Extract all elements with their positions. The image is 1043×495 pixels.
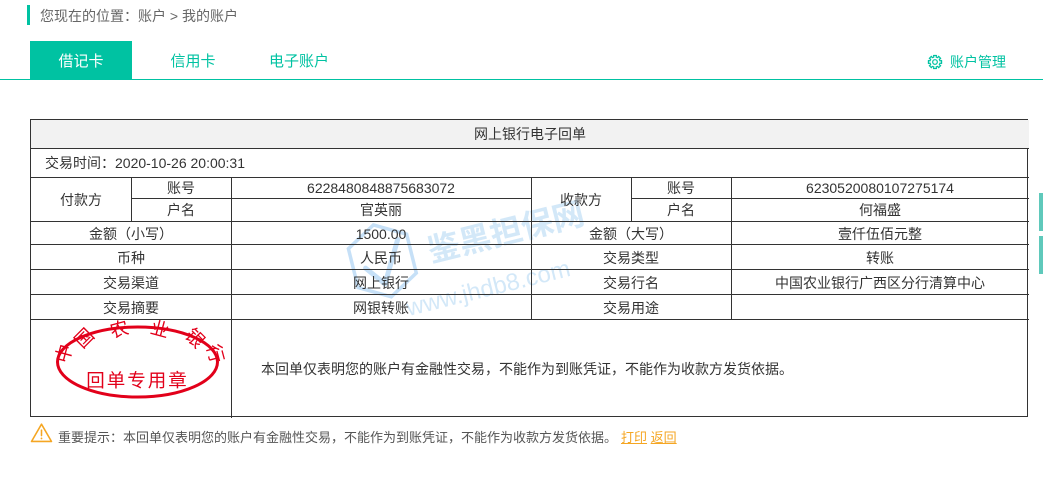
svg-text:农: 农	[107, 317, 132, 344]
svg-text:中: 中	[49, 341, 79, 366]
svg-text:业: 业	[148, 317, 173, 344]
svg-text:回单专用章: 回单专用章	[86, 367, 189, 393]
